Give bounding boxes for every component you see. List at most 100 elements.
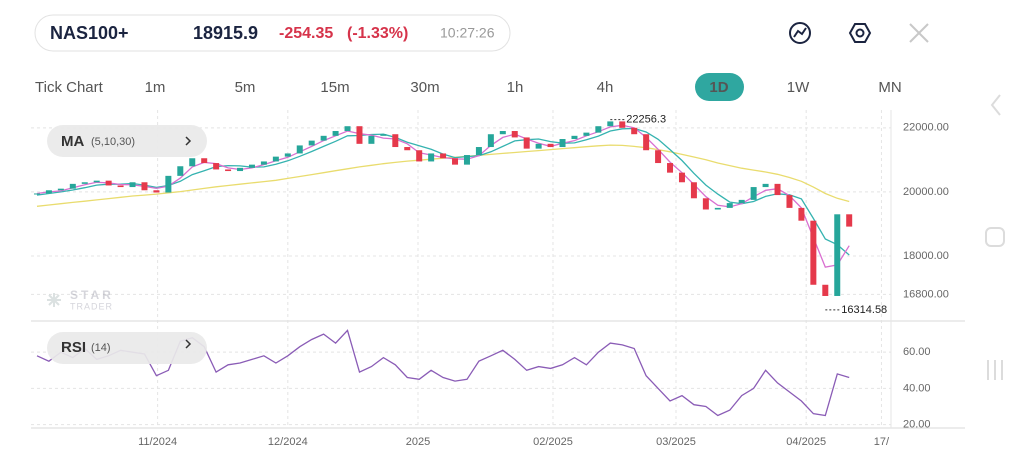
timeframe[interactable]: 30m [410,79,439,96]
timeframe[interactable]: 1D [709,79,728,96]
candle [667,163,674,173]
timeframe[interactable]: 5m [235,79,256,96]
candle [702,198,709,210]
x-tick-label: 04/2025 [786,436,826,448]
ma-pill[interactable] [47,125,207,157]
low-label: 16314.58 [841,304,887,316]
timeframe[interactable]: 1W [787,79,810,96]
candle [475,147,482,156]
candle [750,187,757,200]
y-tick-label: 20000.00 [903,186,949,198]
candle [523,137,530,149]
x-tick-label: 2025 [406,436,430,448]
candle [774,183,781,196]
time: 10:27:26 [440,25,495,41]
timeframe[interactable]: Tick Chart [35,79,104,96]
candle [583,132,590,136]
candle [714,207,721,210]
candle [284,153,291,157]
y-tick-label: 40.00 [903,382,931,394]
watermark-line1: STAR [70,288,114,302]
indicator-button[interactable] [789,22,811,44]
candle [643,134,650,151]
watermark-line2: TRADER [70,301,113,311]
candle [272,156,279,162]
ma-params: (5,10,30) [91,136,135,148]
candle [129,182,136,188]
x-tick-label: 11/2024 [138,436,177,448]
candle [738,199,745,204]
candle [822,284,829,296]
y-tick-label: 20.00 [903,418,931,430]
candle [201,158,208,164]
candle [499,131,506,135]
change: -254.35 [279,25,333,42]
candle [177,166,184,176]
candle [595,126,602,133]
timeframe[interactable]: 15m [320,79,349,96]
x-tick-label: 03/2025 [656,436,696,448]
timeframe[interactable]: 4h [597,79,614,96]
candle [332,131,339,136]
rsi-arrow[interactable] [185,339,192,349]
ma-arrow[interactable] [185,136,192,146]
settings-button[interactable] [848,23,872,43]
candle [356,126,363,144]
candle [248,164,255,168]
candle [440,153,447,159]
timeframe[interactable]: MN [878,79,901,96]
candle [105,180,112,186]
x-tick-label: 02/2025 [533,436,573,448]
candle [428,153,435,162]
y-tick-label: 60.00 [903,346,931,358]
rsi-pill[interactable] [47,332,207,364]
timeframe[interactable]: 1h [507,79,524,96]
candle [117,185,124,188]
candle [810,220,817,285]
candle [655,150,662,164]
candle [153,190,160,193]
symbol[interactable]: NAS100+ [50,23,129,43]
high-label: 22256.3 [626,114,666,126]
candle [260,161,267,165]
rsi-params: (14) [91,342,111,354]
candle [380,134,387,136]
candle [463,155,470,165]
candle [631,127,638,135]
candle [141,182,148,191]
candle [225,169,232,172]
candle [846,214,853,227]
candle [786,195,793,208]
close-button[interactable] [909,23,929,43]
y-tick-label: 22000.00 [903,122,949,134]
ma-label: MA [61,133,84,150]
candle [45,190,52,194]
change-pct: (-1.33%) [347,25,408,42]
candle [237,167,244,172]
candle [690,182,697,199]
price: 18915.9 [193,23,258,43]
candle [308,140,315,146]
candle [416,150,423,162]
candle [678,172,685,183]
candle [798,207,805,221]
watermark: STAR TRADER [47,288,114,311]
candle [535,143,542,149]
candle [452,158,459,165]
x-tick-label: 17/ [874,436,890,448]
candle [607,121,614,127]
candle [547,143,554,148]
candle [762,183,769,188]
timeframe[interactable]: 1m [145,79,166,96]
active-timeframe-bg [695,73,744,101]
rsi-label: RSI [61,339,86,356]
candle [296,145,303,154]
candle [165,175,172,193]
candle [344,126,351,132]
candle [392,134,399,148]
candle [559,139,566,148]
candle [571,135,578,140]
candle [487,134,494,148]
candle [619,121,626,128]
